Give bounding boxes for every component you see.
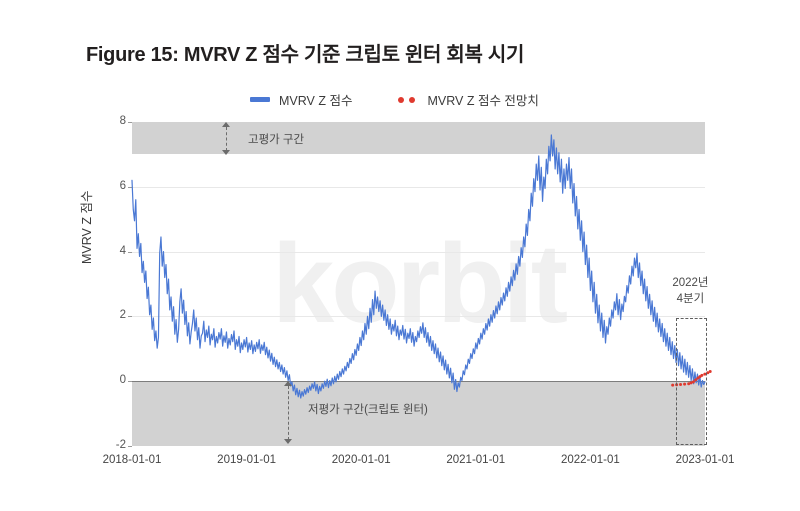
forecast-dot <box>694 378 698 382</box>
y-axis-title: MVRV Z 점수 <box>80 190 94 264</box>
gridline <box>132 251 705 253</box>
y-tick-mark <box>128 446 132 447</box>
y-tick-mark <box>128 186 132 188</box>
zero-axis-line <box>132 381 705 383</box>
overvalued-arrow-shaft <box>226 127 227 151</box>
gridline <box>132 186 705 188</box>
y-tick-mark <box>128 316 132 318</box>
overvalued-band <box>132 122 705 155</box>
x-tick-label: 2021-01-01 <box>446 454 506 466</box>
q4-highlight-box <box>676 318 707 445</box>
y-tick-mark <box>128 381 132 383</box>
x-tick-label: 2023-01-01 <box>675 454 735 466</box>
y-tick-mark <box>128 251 132 253</box>
y-tick-label: -2 <box>115 439 126 451</box>
page-title: Figure 15: MVRV Z 점수 기준 크립토 윈터 회복 시기 <box>86 44 525 66</box>
forecast-dot <box>708 369 712 373</box>
legend-label-series: MVRV Z 점수 <box>279 94 353 108</box>
annotation-q4-year: 2022년 <box>672 277 709 290</box>
forecast-dot <box>687 382 691 386</box>
annotation-q4-quarter: 4분기 <box>676 292 705 305</box>
x-tick-label: 2022-01-01 <box>560 454 620 466</box>
annotation-overvalued: 고평가 구간 <box>248 134 305 146</box>
chart-legend: MVRV Z 점수 MVRV Z 점수 전망치 <box>250 90 539 109</box>
x-tick-label: 2019-01-01 <box>217 454 276 466</box>
y-tick-label: 2 <box>119 309 126 322</box>
y-tick-label: 0 <box>119 374 126 387</box>
annotation-q4: 2022년 4분기 <box>644 276 736 307</box>
forecast-dot <box>691 380 695 384</box>
forecast-dot <box>706 371 710 375</box>
gridline <box>132 316 705 318</box>
dots-swatch-icon <box>398 96 418 103</box>
y-tick-label: 4 <box>119 244 126 257</box>
y-tick-mark <box>128 122 132 123</box>
y-tick-label: 8 <box>119 115 126 127</box>
overvalued-arrow-up-icon <box>222 122 230 127</box>
forecast-dot <box>703 372 707 376</box>
series-canvas <box>131 134 712 399</box>
legend-item-series[interactable]: MVRV Z 점수 <box>250 90 352 109</box>
plot-area: korbit 8 6 4 2 0 -2 2018-01-01 2019-01-01 2020-… <box>80 115 734 466</box>
forecast-dot <box>689 381 693 385</box>
forecast-dot <box>683 382 687 386</box>
line-swatch-icon <box>250 97 270 102</box>
x-tick-label: 2018-01-01 <box>102 454 162 466</box>
mvrv-z-score-line <box>131 134 706 399</box>
legend-item-forecast[interactable]: MVRV Z 점수 전망치 <box>398 90 539 109</box>
y-tick-label: 6 <box>119 179 126 192</box>
undervalued-arrow-down-icon <box>284 439 292 444</box>
undervalued-band <box>132 381 705 446</box>
undervalued-arrow-shaft <box>288 386 289 440</box>
overvalued-arrow-down-icon <box>222 150 230 155</box>
x-tick-label: 2020-01-01 <box>331 454 391 466</box>
forecast-dot <box>671 383 675 387</box>
annotation-undervalued: 저평가 구간(크립토 윈터) <box>308 404 428 416</box>
legend-label-forecast: MVRV Z 점수 전망치 <box>427 94 539 108</box>
undervalued-arrow-up-icon <box>284 381 292 386</box>
forecast-dot <box>700 373 704 377</box>
forecast-dotted-line <box>671 369 712 387</box>
forecast-dot <box>679 382 683 386</box>
